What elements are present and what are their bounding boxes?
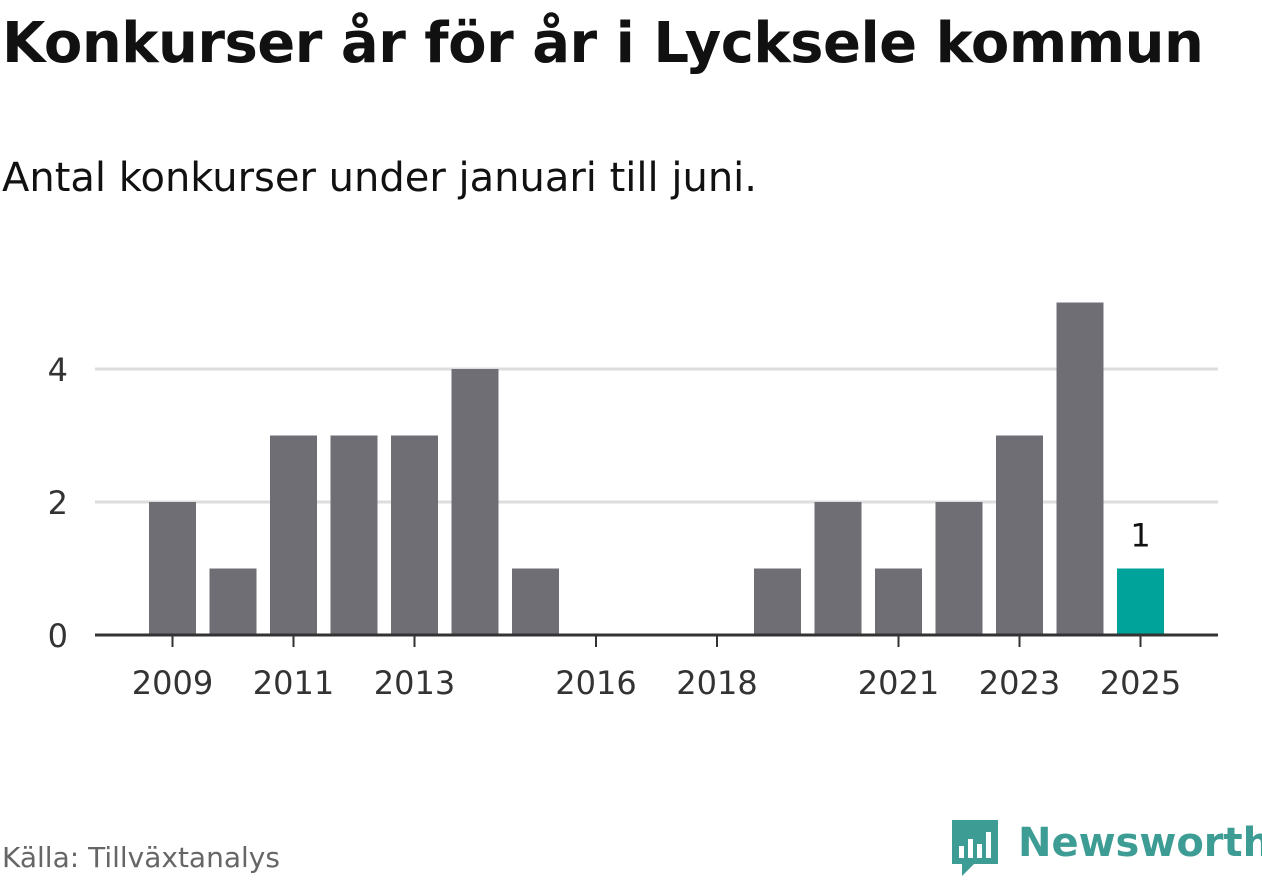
bar-2022: [935, 502, 983, 635]
x-tick-label: 2013: [374, 664, 455, 702]
bar-2014: [451, 369, 499, 635]
x-tick-label: 2023: [979, 664, 1060, 702]
bar-2024: [1056, 302, 1104, 635]
y-tick-label: 4: [48, 351, 68, 389]
bar-2021: [875, 568, 922, 635]
x-tick-label: 2025: [1100, 664, 1181, 702]
y-tick-label: 0: [48, 617, 68, 655]
x-tick-label: 2011: [253, 664, 334, 702]
chart-title: Konkurser år för år i Lycksele kommun: [2, 11, 1204, 76]
newsworthy-logo-icon: [952, 820, 998, 876]
bar-2010: [209, 568, 257, 635]
x-tick-label: 2018: [676, 664, 757, 702]
brand-logo: Newsworthy: [950, 818, 1262, 880]
bar-2019: [754, 568, 801, 635]
bar-value-label: 1: [1130, 517, 1150, 555]
bar-2015: [512, 568, 559, 635]
bar-2023: [996, 435, 1043, 635]
bar-2013: [391, 435, 438, 635]
bar-2025: [1117, 568, 1164, 635]
bar-2009: [149, 502, 196, 635]
bar-2012: [330, 435, 378, 635]
source-note: Källa: Tillväxtanalys: [2, 841, 280, 874]
bar-2011: [270, 435, 317, 635]
chart-subtitle: Antal konkurser under januari till juni.: [2, 155, 757, 201]
x-tick-label: 2016: [555, 664, 636, 702]
x-tick-label: 2009: [132, 664, 213, 702]
y-tick-label: 2: [48, 484, 68, 522]
bar-2020: [814, 502, 862, 635]
bar-chart: 0 2 4 1 2009 2011 2013 2016 2018 2021 2023 2025: [48, 302, 1218, 702]
x-tick-label: 2021: [858, 664, 939, 702]
brand-name: Newsworthy: [1018, 820, 1262, 866]
